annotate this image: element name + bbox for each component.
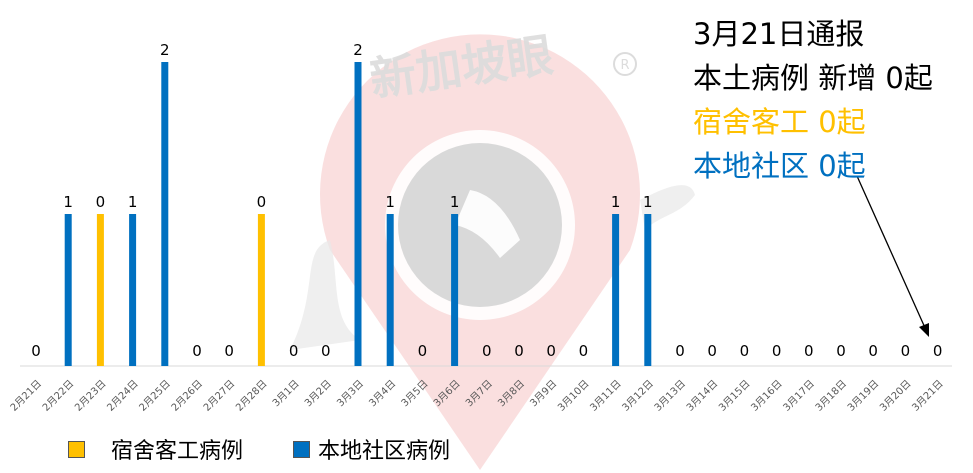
bar-dorm-2 <box>96 214 104 366</box>
bar-community-18 <box>612 214 620 366</box>
x-tick-label-20: 3月13日 <box>652 378 688 414</box>
announcement-local-cases: 本土病例 新增 0起 <box>693 61 933 95</box>
x-tick-label-8: 3月1日 <box>270 378 302 410</box>
bar-dorm-7 <box>257 214 265 366</box>
legend-swatch-dorm <box>68 440 85 458</box>
legend-label-dorm: 宿舍客工病例 <box>111 439 244 464</box>
x-tick-label-26: 3月19日 <box>845 378 881 414</box>
data-label-19: 1 <box>643 193 653 211</box>
x-tick-label-2: 2月23日 <box>72 378 108 414</box>
x-tick-label-3: 2月24日 <box>105 378 141 414</box>
value-labels-layer: 0 1 0 1 2 0 0 0 0 0 2 1 0 1 0 0 0 0 1 1 0 0 0 0 0 0 0 0 0 <box>31 41 942 360</box>
data-label-23: 0 <box>772 342 782 360</box>
data-label-11: 1 <box>385 193 395 211</box>
announcement-dorm-cases: 宿舍客工 0起 <box>693 105 866 139</box>
bar-community-10 <box>354 62 362 366</box>
bar-community-3 <box>129 214 137 366</box>
legend-swatch-community <box>293 440 311 458</box>
svg-text:R: R <box>620 58 629 73</box>
x-tick-label-10: 3月3日 <box>334 378 366 410</box>
x-tick-label-4: 2月25日 <box>137 378 173 414</box>
data-label-28: 0 <box>933 342 943 360</box>
x-tick-label-9: 3月2日 <box>302 378 334 410</box>
bar-community-1 <box>64 214 72 366</box>
data-label-7: 0 <box>257 193 267 211</box>
x-tick-label-18: 3月11日 <box>588 378 624 414</box>
data-label-27: 0 <box>901 342 911 360</box>
data-label-9: 0 <box>321 342 331 360</box>
bar-community-19 <box>644 214 652 366</box>
announcement-block: 3月21日通报 本土病例 新增 0起 宿舍客工 0起 本地社区 0起 <box>693 12 933 188</box>
bar-community-11 <box>386 214 394 366</box>
legend-label-community: 本地社区病例 <box>318 439 451 464</box>
data-label-3: 1 <box>128 193 138 211</box>
legend-item-community: 本地社区病例 <box>293 433 450 465</box>
bar-community-4 <box>161 62 169 366</box>
data-label-17: 0 <box>579 342 589 360</box>
x-tick-label-0: 2月21日 <box>8 378 44 414</box>
bars-layer <box>64 62 652 366</box>
data-label-4: 2 <box>160 41 170 59</box>
x-tick-label-23: 3月16日 <box>749 378 785 414</box>
announcement-community-cases: 本地社区 0起 <box>693 149 866 183</box>
x-tick-label-7: 2月28日 <box>233 378 269 414</box>
x-tick-label-21: 3月14日 <box>684 378 720 414</box>
watermark-logo: 新加坡眼 R <box>290 28 695 470</box>
x-tick-label-6: 2月27日 <box>201 378 237 414</box>
data-label-2: 0 <box>96 193 106 211</box>
data-label-5: 0 <box>192 342 202 360</box>
data-label-10: 2 <box>353 41 363 59</box>
legend-item-dorm: 宿舍客工病例 <box>68 433 243 465</box>
x-tick-label-19: 3月12日 <box>620 378 656 414</box>
data-label-1: 1 <box>63 193 73 211</box>
data-label-0: 0 <box>31 342 41 360</box>
data-label-18: 1 <box>611 193 621 211</box>
data-label-26: 0 <box>868 342 878 360</box>
data-label-8: 0 <box>289 342 299 360</box>
data-label-14: 0 <box>482 342 492 360</box>
data-label-22: 0 <box>740 342 750 360</box>
data-label-21: 0 <box>707 342 717 360</box>
announcement-date: 3月21日通报 <box>693 17 865 51</box>
x-tick-label-5: 2月26日 <box>169 378 205 414</box>
x-tick-label-12: 3月5日 <box>399 378 431 410</box>
annotation-arrow <box>856 175 929 337</box>
x-tick-label-28: 3月21日 <box>910 378 946 414</box>
data-label-6: 0 <box>224 342 234 360</box>
x-tick-label-17: 3月10日 <box>555 378 591 414</box>
x-tick-label-1: 2月22日 <box>40 378 76 414</box>
data-label-15: 0 <box>514 342 524 360</box>
data-label-25: 0 <box>836 342 846 360</box>
legend: 宿舍客工病例 本地社区病例 <box>68 433 450 465</box>
data-label-13: 1 <box>450 193 460 211</box>
x-tick-label-24: 3月17日 <box>781 378 817 414</box>
x-tick-label-22: 3月15日 <box>716 378 752 414</box>
data-label-12: 0 <box>418 342 428 360</box>
x-tick-label-25: 3月18日 <box>813 378 849 414</box>
bar-community-13 <box>451 214 459 366</box>
data-label-20: 0 <box>675 342 685 360</box>
data-label-24: 0 <box>804 342 814 360</box>
x-tick-label-27: 3月20日 <box>877 378 913 414</box>
data-label-16: 0 <box>546 342 556 360</box>
x-tick-label-11: 3月4日 <box>367 378 399 410</box>
